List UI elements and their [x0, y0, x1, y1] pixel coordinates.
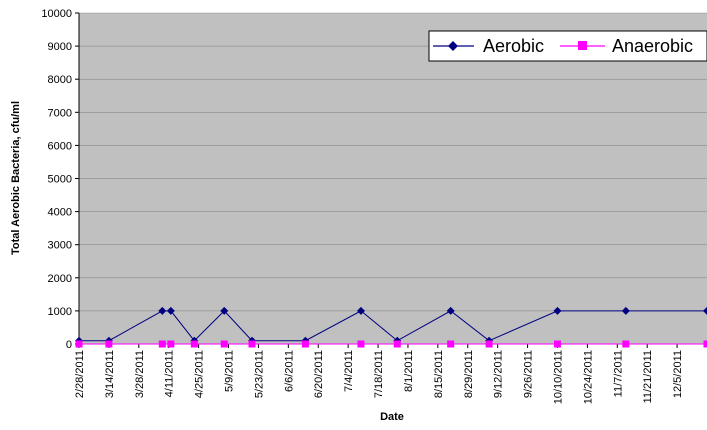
series-layer — [75, 306, 707, 348]
x-tick-label: 9/26/2011 — [523, 350, 535, 398]
data-point-aerobic — [356, 306, 365, 315]
y-tick-label: 8000 — [48, 74, 72, 86]
gridlines — [79, 12, 707, 312]
legend-label-aerobic: Aerobic — [483, 36, 544, 56]
legend-marker-aerobic — [448, 41, 458, 51]
data-point-anaerobic — [485, 340, 493, 348]
y-tick-label: 7000 — [48, 107, 72, 119]
data-point-anaerobic — [167, 340, 175, 348]
y-tick-label: 10000 — [41, 8, 72, 20]
x-tick-label: 3/14/2011 — [104, 350, 116, 398]
data-point-anaerobic — [553, 340, 561, 348]
x-tick-label: 6/20/2011 — [313, 350, 325, 398]
legend: Aerobic Anaerobic — [428, 30, 707, 62]
x-axis-title: Date — [380, 411, 404, 423]
x-tick-label: 10/10/2011 — [552, 350, 564, 404]
x-tick-label: 4/11/2011 — [164, 350, 176, 397]
data-point-anaerobic — [105, 340, 113, 348]
x-tick-label: 2/28/2011 — [74, 350, 86, 398]
x-tick-label: 7/4/2011 — [343, 350, 355, 392]
data-point-aerobic — [220, 306, 229, 315]
legend-marker-anaerobic — [578, 41, 587, 50]
x-tick-label: 9/12/2011 — [493, 350, 505, 398]
y-axis-title: Total Aerobic Bacteria, cfu/ml — [10, 101, 22, 255]
x-tick-label: 11/7/2011 — [612, 350, 624, 397]
y-tick-label: 0 — [66, 339, 72, 351]
x-tick-label: 5/23/2011 — [253, 350, 265, 398]
data-point-anaerobic — [158, 340, 166, 348]
x-tick-label: 8/15/2011 — [433, 350, 445, 398]
y-tick-label: 5000 — [48, 174, 72, 186]
y-tick-labels: 0 1000 2000 3000 4000 5000 6000 7000 8000 9000 100… — [41, 8, 72, 351]
x-tick-label: 5/9/2011 — [224, 350, 236, 392]
data-point-anaerobic — [357, 340, 365, 348]
data-point-anaerobic — [301, 340, 309, 348]
plot-area — [79, 13, 707, 344]
x-tick-label: 4/25/2011 — [194, 350, 206, 398]
data-point-aerobic — [553, 306, 562, 315]
x-tick-label: 11/21/2011 — [642, 350, 654, 403]
data-point-anaerobic — [703, 340, 707, 348]
data-point-anaerobic — [622, 340, 630, 348]
data-point-aerobic — [621, 306, 630, 315]
x-tick-label: 3/28/2011 — [134, 350, 146, 398]
data-point-aerobic — [703, 306, 707, 315]
x-tick-label: 7/18/2011 — [373, 350, 385, 398]
y-tick-label: 9000 — [48, 41, 72, 53]
y-tick-label: 2000 — [48, 273, 72, 285]
data-point-aerobic — [446, 306, 455, 315]
x-tick-labels: 2/28/2011 3/14/2011 3/28/2011 4/11/2011 4/25… — [74, 350, 684, 404]
y-tick-label: 4000 — [48, 207, 72, 219]
data-point-anaerobic — [75, 340, 83, 348]
legend-label-anaerobic: Anaerobic — [612, 36, 693, 56]
data-point-anaerobic — [447, 340, 455, 348]
y-tick-label: 1000 — [48, 306, 72, 318]
data-point-aerobic — [166, 306, 175, 315]
x-tick-label: 12/5/2011 — [672, 350, 684, 398]
y-tick-label: 6000 — [48, 140, 72, 152]
x-tick-label: 10/24/2011 — [582, 350, 594, 404]
data-point-aerobic — [158, 306, 167, 315]
data-point-anaerobic — [248, 340, 256, 348]
data-point-anaerobic — [393, 340, 401, 348]
data-point-anaerobic — [190, 340, 198, 348]
y-tick-label: 3000 — [48, 240, 72, 252]
data-point-anaerobic — [220, 340, 228, 348]
x-tick-label: 8/1/2011 — [403, 350, 415, 392]
x-tick-label: 6/6/2011 — [283, 350, 295, 392]
x-tick-label: 8/29/2011 — [463, 350, 475, 398]
